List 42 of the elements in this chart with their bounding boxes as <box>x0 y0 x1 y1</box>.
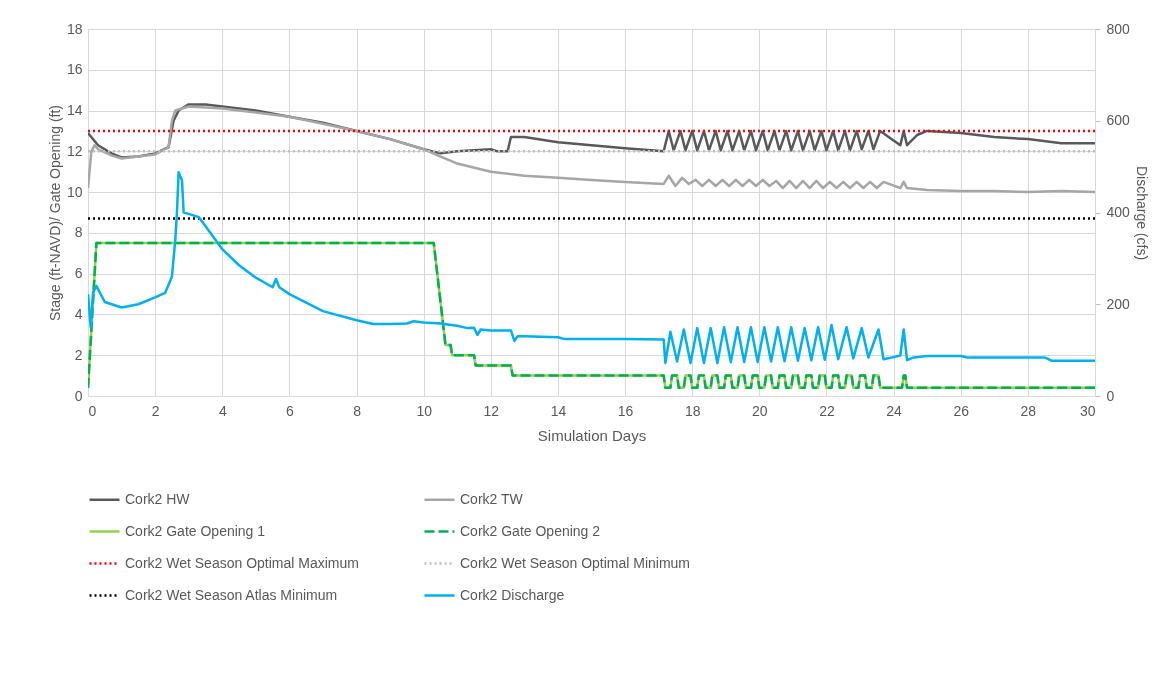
y2-tick-label: 0 <box>1106 387 1115 404</box>
legend-label: Cork2 HW <box>125 490 191 507</box>
x-tick-label: 18 <box>684 402 701 419</box>
legend-label: Cork2 Wet Season Optimal Maximum <box>125 554 359 571</box>
y2-tick-label: 800 <box>1106 20 1131 37</box>
x-tick-label: 14 <box>550 402 567 419</box>
y2-tick-label: 600 <box>1106 112 1131 129</box>
x-tick-label: 20 <box>752 402 768 419</box>
y-tick-label: 8 <box>74 224 83 241</box>
legend-label: Cork2 Discharge <box>460 586 565 603</box>
y2-tick-label: 200 <box>1106 295 1131 312</box>
x-tick-label: 28 <box>1020 402 1037 419</box>
legend-label: Cork2 Gate Opening 2 <box>460 522 601 539</box>
x-tick-label: 22 <box>819 402 835 419</box>
x-axis-title: Simulation Days <box>537 426 647 444</box>
y-tick-label: 2 <box>74 346 83 363</box>
y2-tick-label: 400 <box>1106 204 1131 220</box>
x-tick-label: 24 <box>886 402 903 419</box>
x-tick-label: 2 <box>151 402 160 419</box>
y-tick-label: 6 <box>74 265 83 282</box>
y-tick-label: 0 <box>74 387 83 404</box>
y-tick-label: 10 <box>66 183 83 200</box>
legend-label: Cork2 Wet Season Atlas Minimum <box>125 586 338 603</box>
y-tick-label: 12 <box>66 142 83 159</box>
y-tick-label: 14 <box>66 102 83 119</box>
y-tick-label: 4 <box>74 305 83 322</box>
y-axis-title: Stage (ft-NAVD)/ Gate Opening (ft) <box>46 104 63 322</box>
legend-label: Cork2 TW <box>460 490 524 507</box>
x-tick-label: 16 <box>617 402 634 419</box>
legend-label: Cork2 Gate Opening 1 <box>125 522 266 539</box>
x-tick-label: 12 <box>483 402 500 419</box>
x-tick-label: 0 <box>88 402 97 419</box>
x-tick-label: 8 <box>353 402 362 419</box>
x-tick-label: 4 <box>218 402 227 419</box>
legend-label: Cork2 Wet Season Optimal Minimum <box>460 554 691 571</box>
y2-axis-title: Discharge (cfs) <box>1133 165 1150 261</box>
y-tick-label: 16 <box>66 61 83 78</box>
x-tick-label: 6 <box>286 402 294 419</box>
x-tick-label: 30 <box>1079 402 1096 419</box>
x-tick-label: 10 <box>416 402 433 419</box>
x-tick-label: 26 <box>953 402 970 419</box>
y-tick-label: 18 <box>66 20 83 37</box>
